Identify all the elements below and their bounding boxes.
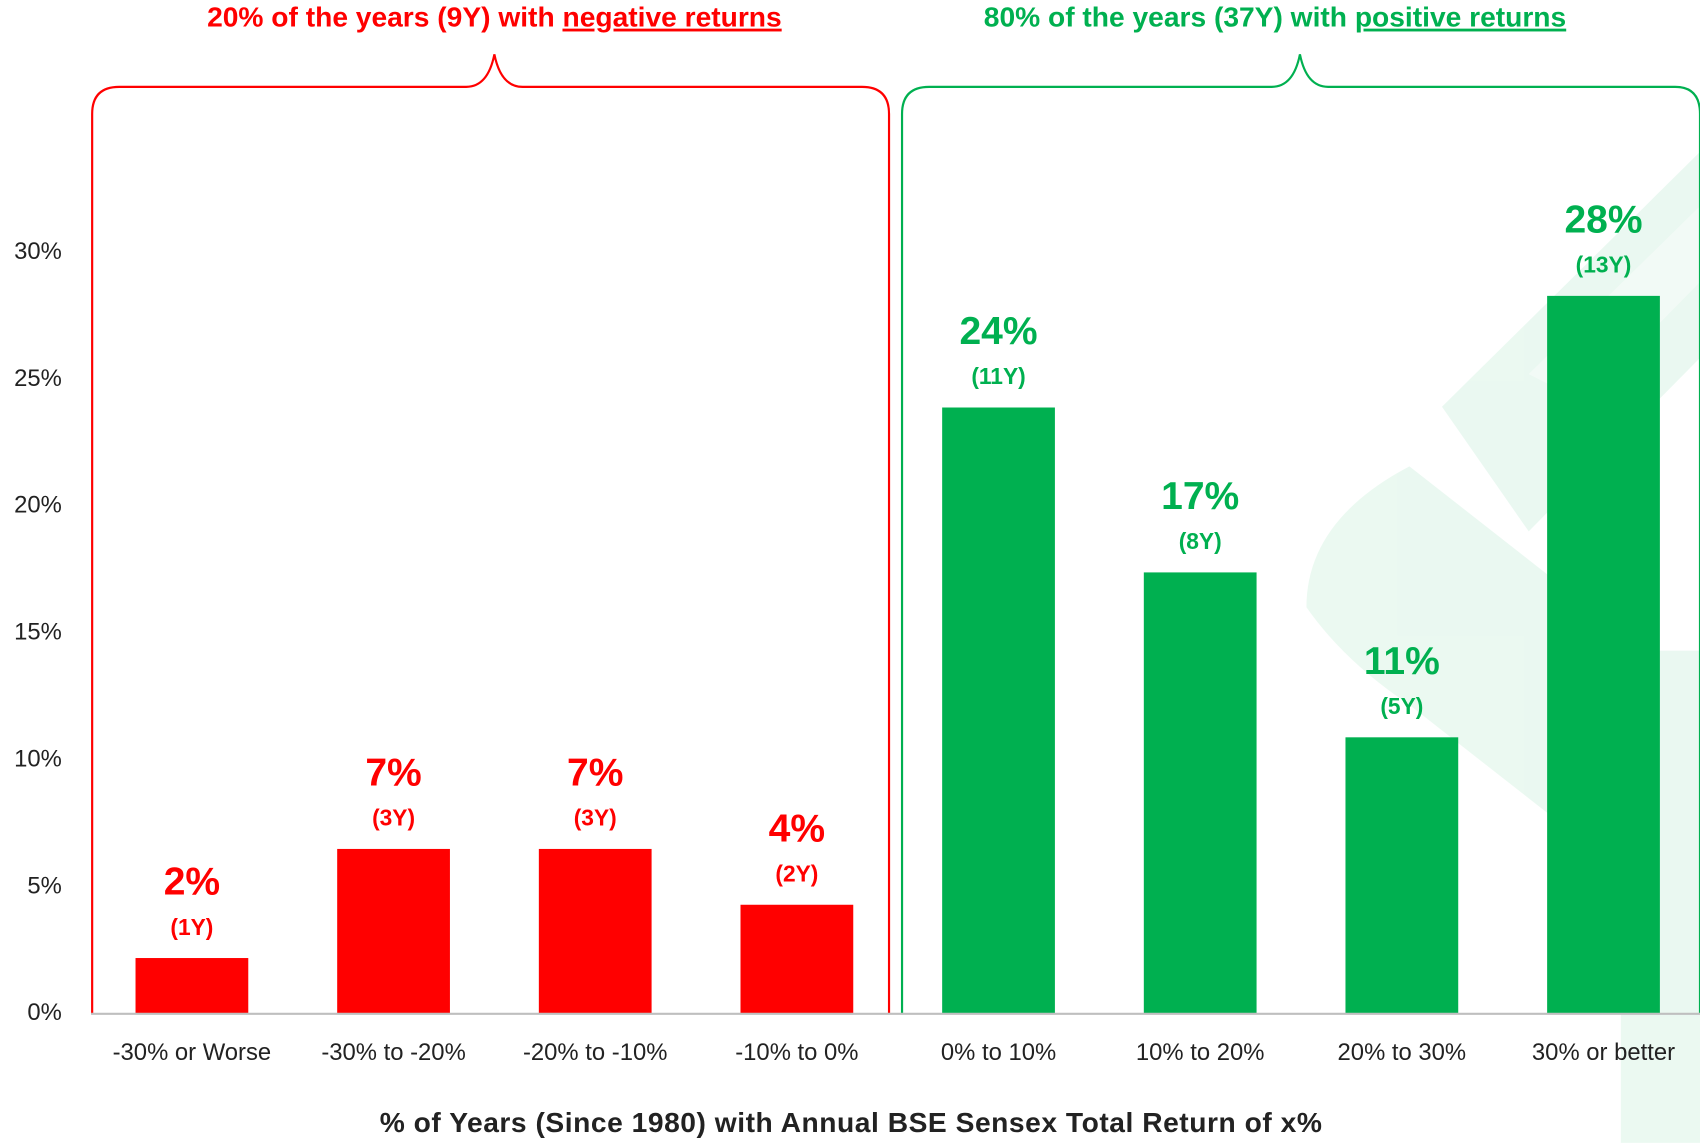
- y-tick-label: 5%: [27, 872, 61, 899]
- bar: [1143, 572, 1257, 1014]
- value-label: 7%: [567, 752, 623, 795]
- bar: [740, 904, 854, 1014]
- group-header: 80% of the years (37Y) with positive ret…: [984, 1, 1566, 33]
- y-tick-label: 15%: [14, 619, 62, 646]
- year-label: (5Y): [1380, 693, 1423, 719]
- negative-bracket: [91, 54, 891, 1014]
- x-tick-label: 0% to 10%: [941, 1039, 1056, 1066]
- year-label: (2Y): [775, 860, 818, 886]
- bar: [942, 407, 1055, 1014]
- x-axis-title: % of Years (Since 1980) with Annual BSE …: [380, 1106, 1323, 1138]
- year-label: (11Y): [971, 363, 1025, 389]
- x-tick-label: -20% to -10%: [523, 1039, 667, 1066]
- value-label: 28%: [1564, 198, 1642, 241]
- y-tick-label: 10%: [14, 745, 62, 772]
- bar: [337, 848, 450, 1014]
- x-tick-label: 20% to 30%: [1338, 1039, 1467, 1066]
- value-label: 2%: [164, 861, 220, 904]
- bar: [1547, 295, 1660, 1014]
- y-tick-label: 0%: [27, 999, 61, 1026]
- x-tick-label: -30% to -20%: [321, 1039, 465, 1066]
- header-emphasis: positive returns: [1355, 1, 1566, 33]
- value-label: 24%: [959, 310, 1037, 353]
- x-tick-label: -10% to 0%: [735, 1039, 858, 1066]
- value-label: 4%: [769, 807, 825, 850]
- y-tick-label: 30%: [14, 238, 62, 265]
- value-label: 11%: [1364, 640, 1440, 683]
- bar: [538, 848, 652, 1014]
- header-text: 20% of the years (9Y) with: [207, 1, 562, 33]
- header-emphasis: negative returns: [562, 1, 781, 33]
- x-tick-label: 30% or better: [1532, 1039, 1675, 1066]
- bar: [1345, 737, 1459, 1014]
- positive-bracket: [900, 54, 1700, 1014]
- x-tick-label: -30% or Worse: [113, 1039, 272, 1066]
- value-label: 7%: [365, 752, 421, 795]
- year-label: (3Y): [574, 805, 617, 831]
- bar: [135, 958, 249, 1014]
- year-label: (3Y): [372, 805, 415, 831]
- plot-area: 0% 5% 10% 15% 20% 25% 30% -30% or Worse 2% (1Y) -3…: [14, 198, 1700, 1066]
- header-text: 80% of the years (37Y) with: [984, 1, 1355, 33]
- year-label: (13Y): [1576, 252, 1632, 278]
- y-tick-label: 20%: [14, 492, 62, 519]
- year-label: (8Y): [1179, 528, 1222, 554]
- group-header: 20% of the years (9Y) with negative retu…: [207, 1, 782, 33]
- x-tick-label: 10% to 20%: [1136, 1039, 1265, 1066]
- annotations: 20% of the years (9Y) with negative retu…: [207, 1, 1566, 33]
- year-label: (1Y): [170, 914, 213, 940]
- y-tick-label: 25%: [14, 365, 62, 392]
- value-label: 17%: [1161, 475, 1239, 518]
